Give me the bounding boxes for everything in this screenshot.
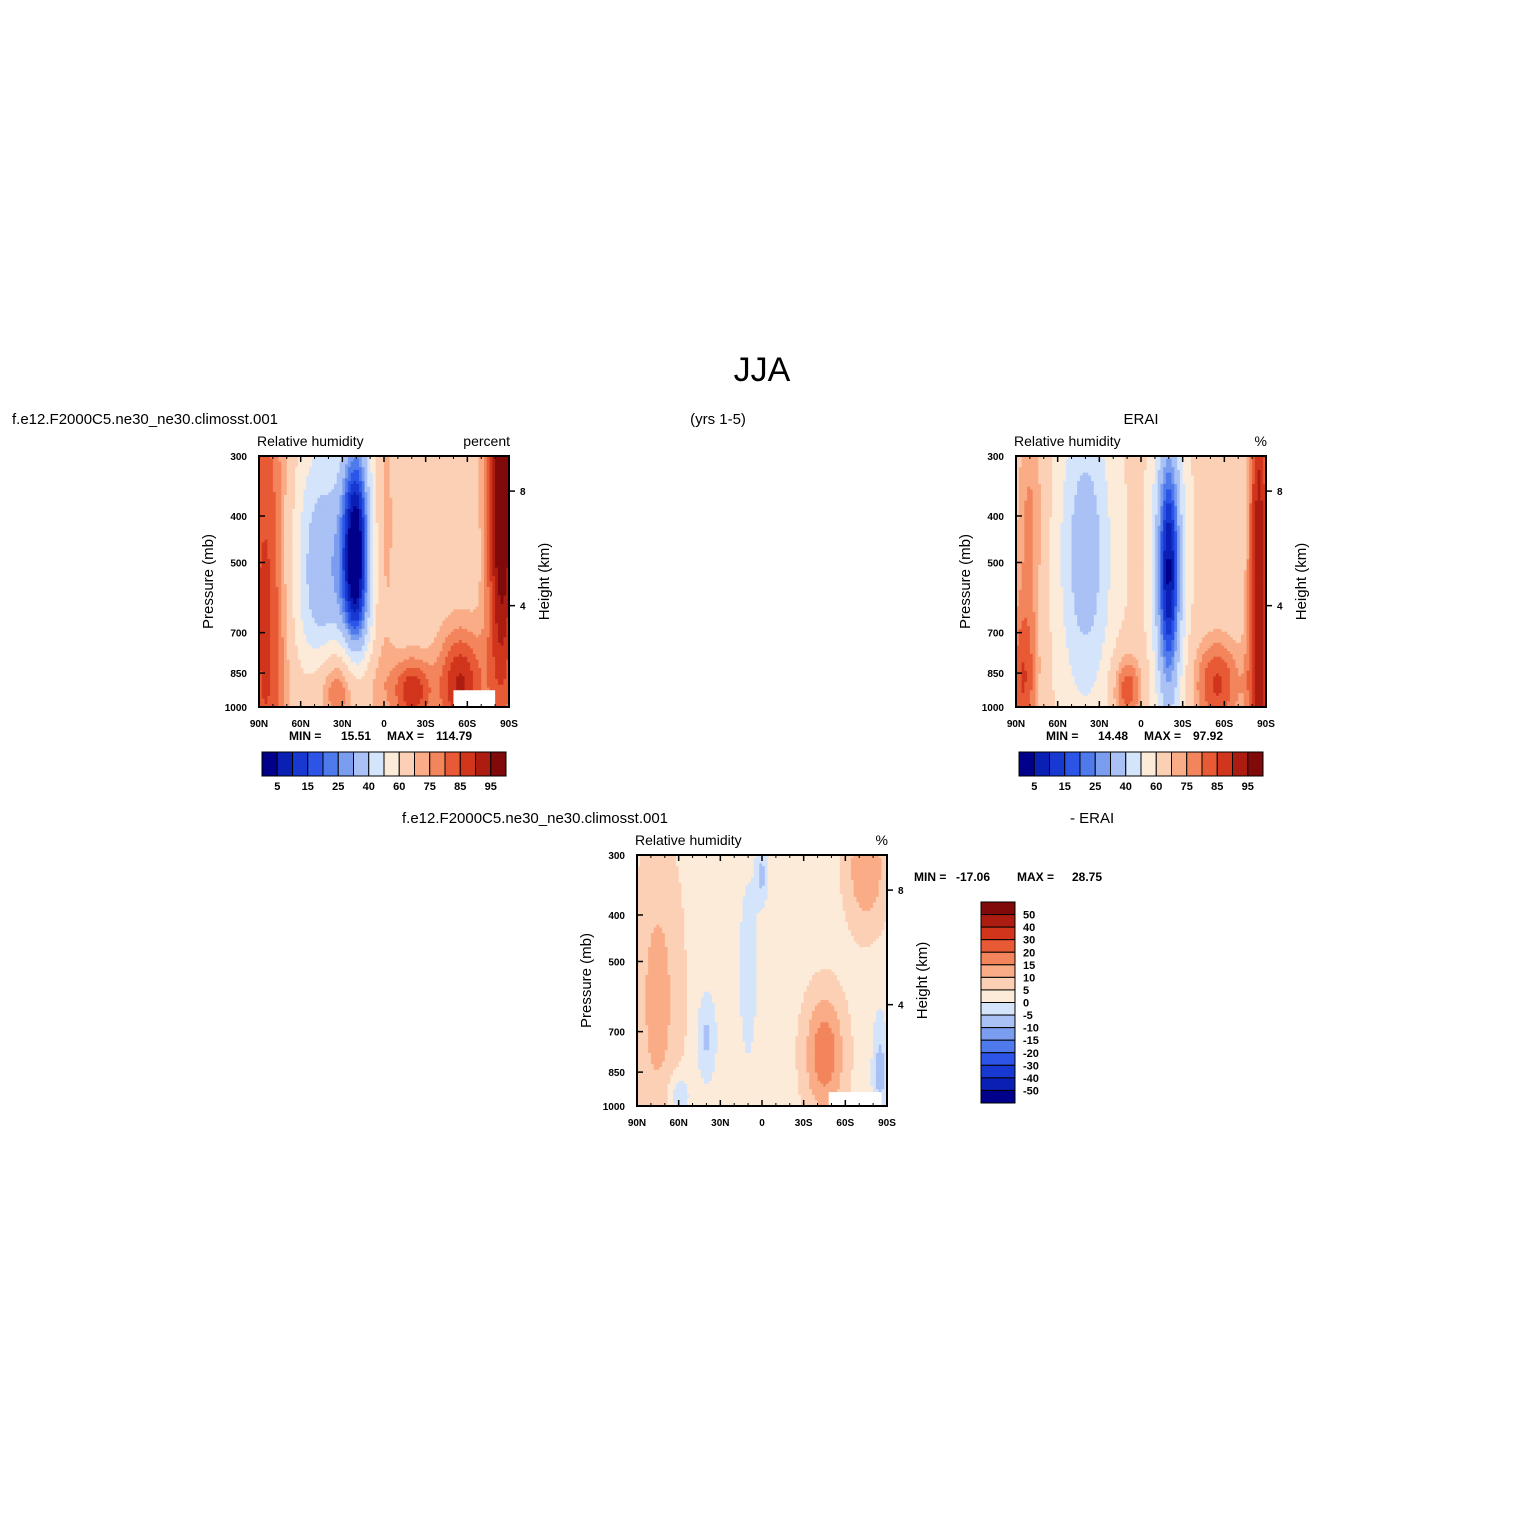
years-label: (yrs 1-5)	[690, 411, 746, 428]
figure-title: JJA	[734, 351, 791, 389]
panel-model: 90N 60N 30N 0 30S 60S 90S300400500700850100084…	[200, 433, 553, 793]
diff-obs-label: - ERAI	[1070, 810, 1114, 827]
obs-name: ERAI	[1123, 411, 1158, 428]
contour-field	[259, 456, 510, 708]
model-case-name: f.e12.F2000C5.ne30_ne30.climosst.001	[12, 411, 278, 428]
diff-case-name: f.e12.F2000C5.ne30_ne30.climosst.001	[402, 810, 668, 827]
